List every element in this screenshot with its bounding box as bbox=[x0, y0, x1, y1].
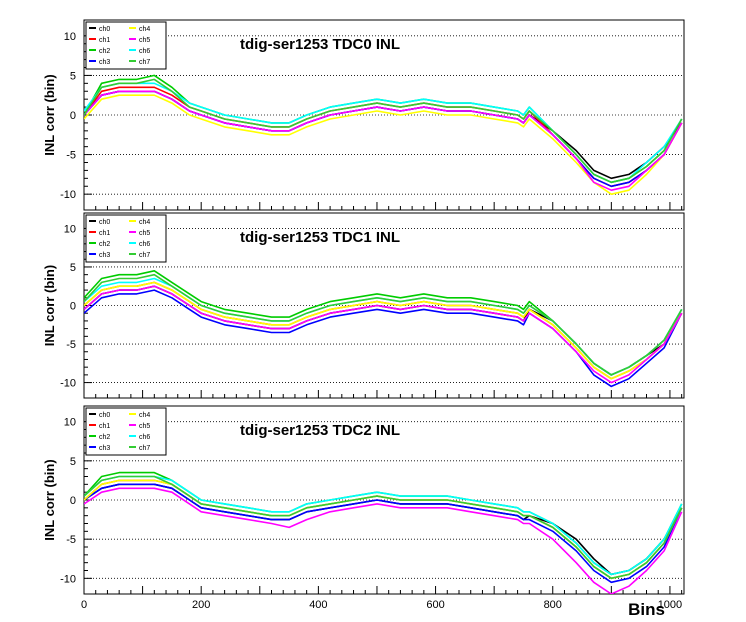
legend-label: ch3 bbox=[99, 59, 110, 66]
legend-label: ch4 bbox=[139, 412, 150, 419]
legend-label: ch2 bbox=[99, 434, 110, 441]
legend-label: ch4 bbox=[139, 219, 150, 226]
y-tick-label: -5 bbox=[66, 339, 76, 351]
legend-label: ch2 bbox=[99, 48, 110, 55]
series-ch7 bbox=[84, 78, 683, 184]
y-axis-label: INL corr (bin) bbox=[42, 265, 57, 346]
y-tick-label: -5 bbox=[66, 150, 76, 162]
series-ch4 bbox=[84, 281, 683, 380]
y-tick-label: 5 bbox=[70, 70, 76, 82]
x-tick-label: 1000 bbox=[658, 599, 682, 611]
panel-2: -10 -5 0 5 10 0 200 400 600 800 1000 INL corr (bin)… bbox=[42, 405, 685, 611]
legend-label: ch0 bbox=[99, 412, 110, 419]
legend-label: ch3 bbox=[99, 445, 110, 452]
y-tick-label: -5 bbox=[66, 534, 76, 546]
x-tick-label: 0 bbox=[81, 599, 87, 611]
series-group bbox=[84, 270, 683, 388]
y-axis-label: INL corr (bin) bbox=[42, 459, 57, 540]
panel-title: tdig-ser1253 TDC2 INL bbox=[240, 422, 400, 439]
legend-label: ch7 bbox=[139, 59, 150, 66]
panel-title: tdig-ser1253 TDC1 INL bbox=[240, 229, 400, 246]
legend-label: ch6 bbox=[139, 48, 150, 55]
x-axis-label: Bins bbox=[628, 600, 665, 619]
x-tick-label: 400 bbox=[309, 599, 327, 611]
legend-label: ch3 bbox=[99, 252, 110, 259]
y-tick-label: 10 bbox=[64, 31, 76, 43]
legend-label: ch4 bbox=[139, 26, 150, 33]
series-ch3 bbox=[84, 483, 683, 584]
y-tick-label: 0 bbox=[70, 110, 76, 122]
y-tick-label: 0 bbox=[70, 495, 76, 507]
series-ch6 bbox=[84, 475, 683, 576]
legend-label: ch1 bbox=[99, 423, 110, 430]
legend-label: ch6 bbox=[139, 241, 150, 248]
y-tick-label: 10 bbox=[64, 417, 76, 429]
legend-box bbox=[85, 21, 167, 70]
legend-label: ch5 bbox=[139, 37, 150, 44]
series-ch5 bbox=[84, 90, 683, 191]
y-axis-label: INL corr (bin) bbox=[42, 74, 57, 155]
series-ch5 bbox=[84, 487, 683, 594]
y-tick-label: -10 bbox=[60, 573, 76, 585]
y-tick-label: 10 bbox=[64, 223, 76, 235]
legend-label: ch7 bbox=[139, 252, 150, 259]
series-ch7 bbox=[84, 475, 683, 580]
series-ch5 bbox=[84, 285, 683, 384]
legend-box bbox=[85, 407, 167, 456]
legend-label: ch1 bbox=[99, 230, 110, 237]
legend-label: ch2 bbox=[99, 241, 110, 248]
series-ch7 bbox=[84, 273, 683, 376]
legend-label: ch1 bbox=[99, 37, 110, 44]
legend-label: ch5 bbox=[139, 423, 150, 430]
legend-label: ch5 bbox=[139, 230, 150, 237]
y-tick-label: 5 bbox=[70, 262, 76, 274]
legend-label: ch0 bbox=[99, 219, 110, 226]
series-ch3 bbox=[84, 289, 683, 388]
x-tick-label: 200 bbox=[192, 599, 210, 611]
panel-title: tdig-ser1253 TDC0 INL bbox=[240, 36, 400, 53]
panel-0: -10 -5 0 5 10 INL corr (bin) tdig-ser1253 TDC0… bbox=[42, 19, 685, 211]
legend-label: ch6 bbox=[139, 434, 150, 441]
y-tick-label: 5 bbox=[70, 456, 76, 468]
panel-1: -10 -5 0 5 10 INL corr (bin) tdig-ser1253 TDC1… bbox=[42, 212, 685, 399]
series-group bbox=[84, 471, 683, 594]
y-tick-label: -10 bbox=[60, 189, 76, 201]
legend-label: ch7 bbox=[139, 445, 150, 452]
y-tick-label: 0 bbox=[70, 301, 76, 313]
x-tick-label: 800 bbox=[544, 599, 562, 611]
x-tick-label: 600 bbox=[426, 599, 444, 611]
y-tick-label: -10 bbox=[60, 378, 76, 390]
legend-label: ch0 bbox=[99, 26, 110, 33]
legend-box bbox=[85, 214, 167, 263]
series-group bbox=[84, 74, 683, 195]
